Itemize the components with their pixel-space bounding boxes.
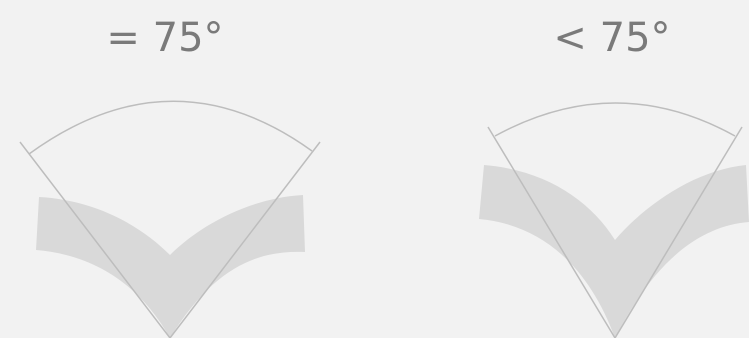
panel-right-curved-band: [479, 165, 749, 338]
panel-left-left-ray: [19, 141, 171, 338]
panel-left-label: = 75°: [106, 15, 224, 61]
panel-left: [19, 100, 321, 338]
panel-right-right-ray: [614, 126, 743, 338]
panel-left-right-ray: [169, 141, 321, 338]
panel-right-label: < 75°: [553, 15, 671, 61]
panel-left-angle-arc: [28, 100, 313, 155]
panel-left-curved-band: [36, 195, 305, 338]
panel-right-angle-arc: [494, 102, 736, 137]
panel-right: [479, 102, 749, 338]
panel-right-left-ray: [487, 126, 616, 338]
